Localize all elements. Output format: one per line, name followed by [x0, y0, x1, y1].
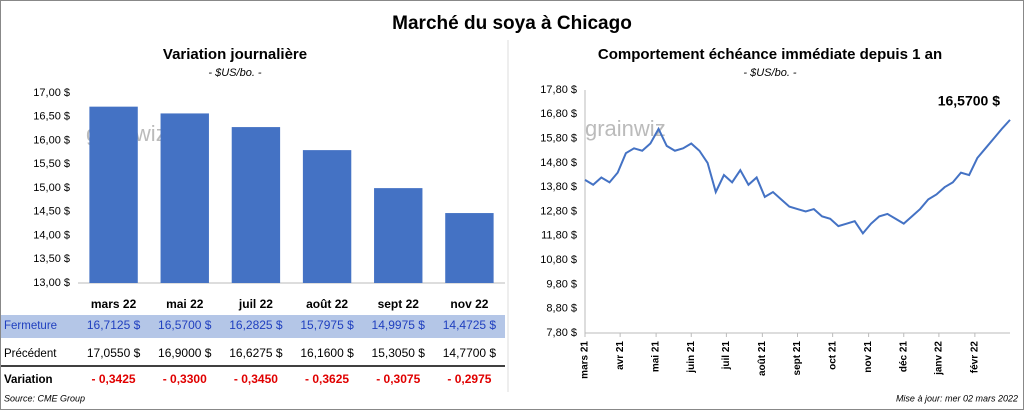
cell: 14,7700 $ [443, 346, 497, 360]
x-tick-label: mars 21 [580, 341, 591, 379]
x-tick-label: juin 21 [686, 341, 697, 374]
x-tick-label: déc 21 [898, 341, 909, 373]
y-tick-label: 8,80 $ [546, 303, 577, 315]
bar [89, 106, 138, 283]
x-tick-label: août 22 [306, 297, 348, 311]
x-tick-label: mars 22 [91, 297, 137, 311]
x-tick-label: oct 21 [827, 341, 838, 370]
y-tick-label: 14,80 $ [540, 157, 577, 169]
y-tick-label: 14,00 $ [33, 229, 70, 241]
cell: 15,7975 $ [300, 318, 354, 332]
cell: 16,7125 $ [87, 318, 141, 332]
bar [231, 127, 281, 283]
y-tick-label: 17,00 $ [33, 87, 70, 99]
y-tick-label: 13,50 $ [33, 253, 70, 265]
x-tick-label: févr 22 [969, 341, 980, 374]
cell: - 0,3450 [234, 372, 278, 386]
cell: - 0,3075 [376, 372, 420, 386]
value-label: 16,5700 $ [938, 93, 1000, 109]
cell: 15,3050 $ [372, 346, 426, 360]
chart-subtitle: - $US/bo. - [208, 67, 262, 79]
row-band [1, 315, 505, 338]
cell: 16,1600 $ [300, 346, 354, 360]
cell: 14,9975 $ [372, 318, 426, 332]
cell: 16,5700 $ [158, 318, 212, 332]
bar [374, 188, 423, 283]
cell: - 0,3425 [92, 372, 136, 386]
x-tick-label: sept 22 [378, 297, 420, 311]
line-series [584, 119, 1011, 236]
page-title: Marché du soya à Chicago [392, 13, 632, 34]
y-tick-label: 17,80 $ [540, 84, 577, 96]
bar [445, 213, 494, 283]
cell: 17,0550 $ [87, 346, 141, 360]
chart-title: Variation journalière [163, 46, 307, 63]
y-tick-label: 7,80 $ [546, 327, 577, 339]
x-tick-label: sept 21 [792, 341, 803, 376]
x-tick-label: août 21 [757, 341, 768, 376]
row-label: Variation [4, 374, 53, 386]
y-tick-label: 15,80 $ [540, 133, 577, 145]
y-tick-label: 15,00 $ [33, 182, 70, 194]
chart-subtitle: - $US/bo. - [743, 67, 797, 79]
x-tick-label: mai 22 [166, 297, 204, 311]
y-tick-label: 13,00 $ [33, 277, 70, 289]
y-tick-label: 13,80 $ [540, 181, 577, 193]
y-tick-label: 15,50 $ [33, 158, 70, 170]
y-tick-label: 16,00 $ [33, 134, 70, 146]
y-tick-label: 16,80 $ [540, 108, 577, 120]
cell: 16,6275 $ [229, 346, 283, 360]
cell: - 0,3625 [305, 372, 349, 386]
x-tick-label: nov 22 [450, 297, 488, 311]
x-tick-label: juil 21 [721, 341, 732, 371]
y-tick-label: 16,50 $ [33, 111, 70, 123]
y-tick-label: 9,80 $ [546, 278, 577, 290]
cell: 16,2825 $ [229, 318, 283, 332]
x-tick-label: janv 22 [934, 341, 945, 376]
x-tick-label: avr 21 [615, 341, 626, 370]
bar [160, 113, 209, 283]
x-tick-label: juil 22 [238, 297, 273, 311]
watermark: grainwiz [585, 116, 666, 141]
y-tick-label: 14,50 $ [33, 206, 70, 218]
cell: 16,9000 $ [158, 346, 212, 360]
x-tick-label: mai 21 [651, 341, 662, 373]
row-label: Précédent [4, 348, 57, 360]
row-label: Fermeture [4, 320, 57, 332]
cell: - 0,2975 [447, 372, 491, 386]
y-tick-label: 12,80 $ [540, 205, 577, 217]
y-tick-label: 10,80 $ [540, 254, 577, 266]
bar [302, 150, 352, 283]
chart-title: Comportement échéance immédiate depuis 1… [598, 46, 942, 63]
x-tick-label: nov 21 [863, 341, 874, 373]
cell: 14,4725 $ [443, 318, 497, 332]
cell: - 0,3300 [163, 372, 207, 386]
y-tick-label: 11,80 $ [541, 230, 577, 242]
source: Source: CME Group [4, 393, 85, 403]
updated: Mise à jour: mer 02 mars 2022 [896, 393, 1018, 403]
